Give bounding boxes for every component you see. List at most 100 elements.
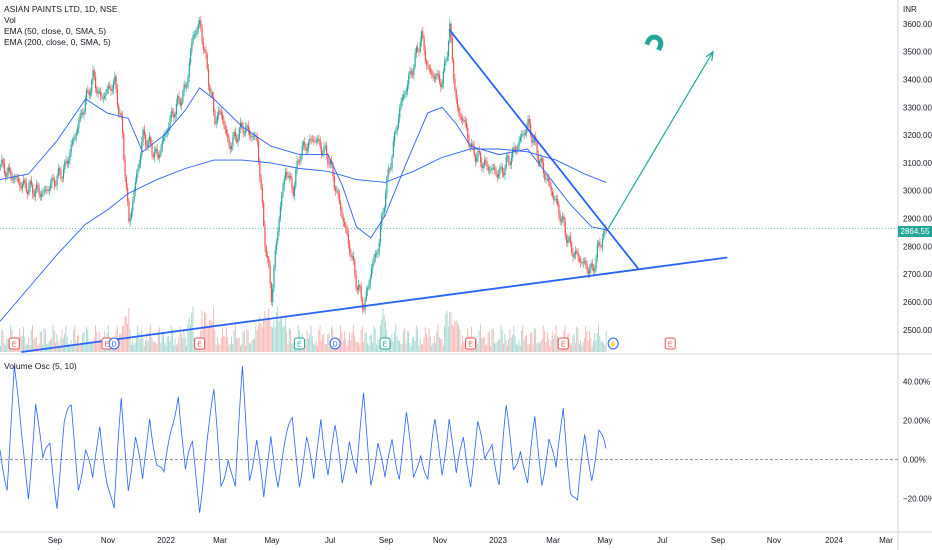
candle-body	[33, 194, 35, 197]
candle-body	[314, 140, 316, 142]
volume-bar	[311, 336, 313, 352]
candle-body	[462, 119, 464, 121]
volume-bar	[515, 343, 517, 352]
candle-body	[32, 184, 34, 195]
candle-body	[94, 76, 97, 89]
volume-bar	[578, 343, 580, 352]
volume-bar	[358, 342, 359, 352]
volume-bar	[576, 326, 578, 352]
volume-bar	[242, 331, 244, 352]
volume-bar	[281, 318, 282, 352]
volume-bar	[261, 327, 263, 352]
candle-body	[382, 212, 384, 216]
volume-bar	[308, 338, 309, 352]
volume-bar	[165, 345, 167, 352]
candle-body	[84, 100, 86, 112]
candle-body	[268, 258, 270, 266]
candle-body	[288, 176, 290, 178]
candle-body	[551, 191, 554, 197]
candle-body	[447, 41, 450, 57]
ema200-indicator-label[interactable]: EMA (200, close, 0, SMA, 5)	[4, 37, 111, 47]
candle-body	[302, 142, 305, 146]
volume-bar	[316, 345, 318, 352]
candle-body	[349, 243, 351, 254]
candle-body	[396, 127, 398, 131]
volume-bar	[223, 335, 225, 352]
candle-body	[546, 178, 548, 180]
volume-bar	[275, 312, 277, 352]
candle-body	[47, 190, 49, 191]
ema50-indicator-label[interactable]: EMA (50, close, 0, SMA, 5)	[4, 26, 107, 36]
candle-body	[383, 208, 385, 213]
candle-body	[39, 194, 41, 197]
event-marker-earnings	[557, 337, 569, 350]
volume-bar	[64, 334, 66, 352]
candle-body	[477, 150, 479, 158]
volume-bar	[596, 332, 598, 352]
time-tick-label: Sep	[711, 536, 726, 545]
candle-body	[415, 47, 418, 54]
volume-bar	[179, 326, 181, 352]
event-marker-label: E	[668, 342, 673, 349]
candle-body	[471, 143, 473, 147]
candle-body	[6, 172, 8, 177]
candle-body	[419, 41, 421, 52]
candle-body	[222, 114, 224, 120]
volume-bar	[6, 339, 8, 352]
volume-bar	[404, 327, 406, 352]
vol-indicator-label[interactable]: Vol	[4, 15, 16, 25]
candle-body	[21, 184, 24, 189]
volume-bar	[378, 345, 380, 352]
volume-bar	[145, 340, 146, 352]
volume-bar	[291, 343, 293, 352]
candle-body	[79, 113, 81, 121]
volume-bar	[495, 343, 497, 352]
candle-body	[206, 54, 208, 69]
candle-body	[80, 112, 83, 114]
volume-bar	[590, 337, 592, 352]
volume-bar	[418, 345, 420, 352]
candle-body	[130, 211, 133, 219]
event-marker-label: E	[561, 342, 566, 349]
candle-body	[177, 96, 179, 104]
candle-body	[28, 187, 30, 195]
candle-body	[509, 162, 511, 165]
volume-bar	[494, 342, 496, 352]
volume-bar	[273, 320, 275, 352]
volume-bar	[352, 324, 354, 352]
osc-tick-label: −20.00%	[903, 495, 932, 504]
candle-body	[605, 229, 607, 232]
volume-bar	[464, 345, 466, 352]
candle-body	[137, 168, 139, 174]
volume-bar	[315, 340, 317, 352]
volume-bar	[188, 316, 190, 352]
event-marker-label: E	[197, 342, 202, 349]
volume-bar	[601, 341, 603, 352]
volume-bar	[125, 316, 127, 352]
volume-bar	[530, 333, 531, 352]
candle-body	[414, 53, 416, 67]
volume-bar	[544, 330, 546, 352]
candle-body	[220, 112, 222, 115]
candle-body	[192, 35, 194, 43]
candle-body	[251, 136, 253, 138]
volume-bar	[413, 336, 415, 352]
candle-body	[55, 185, 57, 187]
candle-body	[56, 176, 58, 186]
volume-bar	[292, 342, 294, 352]
candle-body	[233, 131, 235, 138]
candle-body	[161, 141, 163, 148]
volume-bar	[119, 333, 121, 352]
volume-bar	[325, 344, 327, 352]
volume-bar	[510, 337, 512, 352]
volume-bar	[396, 336, 398, 352]
candle-body	[75, 133, 77, 137]
volume-osc-label[interactable]: Volume Osc (5, 10)	[4, 361, 77, 371]
symbol-title[interactable]: ASIAN PAINTS LTD, 1D, NSE	[4, 4, 118, 14]
candle-body	[464, 120, 466, 123]
candle-body	[266, 255, 269, 259]
candle-body	[465, 122, 468, 128]
candle-body	[332, 164, 334, 177]
candle-body	[143, 129, 145, 136]
volume-bar	[216, 336, 218, 352]
